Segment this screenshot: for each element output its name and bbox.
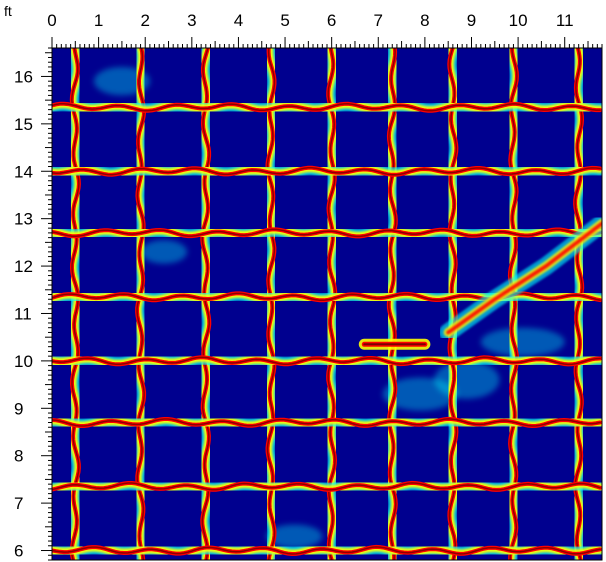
x-tick-label: 3 — [187, 11, 196, 30]
heat-line-vertical — [502, 48, 525, 560]
y-tick-label: 16 — [14, 67, 33, 86]
heat-layer — [52, 48, 602, 560]
y-tick-label: 9 — [14, 399, 23, 418]
x-tick-label: 6 — [327, 11, 336, 30]
heat-line-vertical — [64, 48, 87, 560]
x-tick-label: 7 — [374, 11, 383, 30]
x-tick-label: 10 — [509, 11, 528, 30]
y-tick-label: 7 — [14, 494, 23, 513]
heat-line-horizontal — [52, 539, 602, 560]
y-tick-label: 6 — [14, 542, 23, 561]
heat-line-vertical — [567, 48, 590, 560]
heat-patch — [140, 240, 188, 264]
x-tick-label: 11 — [556, 11, 574, 30]
y-axis: 16 15 14 13 12 11 10 9 8 7 6 — [14, 47, 52, 561]
heat-line-horizontal — [52, 411, 602, 434]
y-tick-label: 12 — [14, 257, 33, 276]
heat-diagonal — [439, 214, 602, 342]
y-tick-label: 10 — [14, 352, 33, 371]
x-tick-label: 4 — [234, 11, 243, 30]
heat-patch — [480, 327, 565, 357]
x-tick-label: 2 — [140, 11, 149, 30]
heat-line-horizontal — [52, 349, 602, 372]
axis-unit-label: ft — [4, 3, 12, 19]
y-tick-label: 14 — [14, 162, 33, 181]
heat-line-horizontal — [52, 475, 602, 498]
x-tick-label: 0 — [47, 11, 56, 30]
y-tick-label: 13 — [14, 210, 33, 229]
heat-line-horizontal — [52, 221, 602, 244]
x-axis: 0 1 2 3 4 5 6 7 8 9 10 11 — [47, 11, 603, 48]
heat-line-horizontal — [52, 160, 602, 183]
y-tick-label: 8 — [14, 447, 23, 466]
x-tick-label: 9 — [467, 11, 476, 30]
x-tick-label: 8 — [420, 11, 429, 30]
y-tick-label: 11 — [14, 304, 32, 323]
x-tick-label: 1 — [94, 11, 103, 30]
y-tick-label: 15 — [14, 115, 33, 134]
heat-line-horizontal — [52, 96, 602, 119]
x-tick-label: 5 — [280, 11, 289, 30]
